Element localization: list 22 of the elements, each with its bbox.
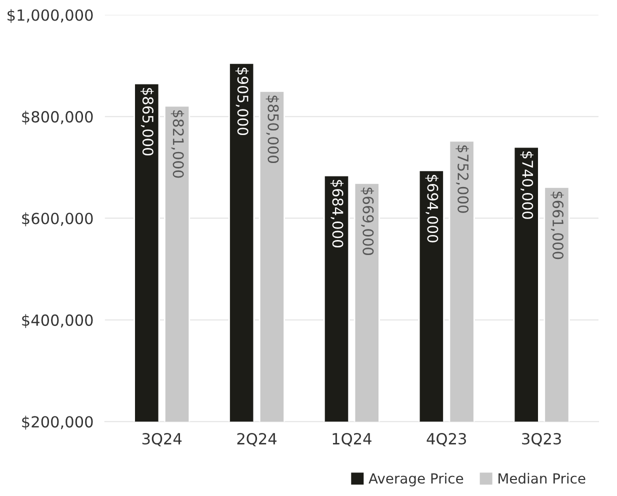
x-tick-label: 2Q24	[237, 432, 276, 446]
data-label: $821,000	[170, 110, 184, 178]
y-tick-label: $200,000	[22, 416, 93, 430]
y-tick-label: $800,000	[22, 110, 93, 125]
x-tick-label: 1Q24	[332, 432, 372, 446]
data-label: $694,000	[425, 174, 438, 242]
legend-label: Median Price	[498, 472, 586, 484]
x-tick-label: 3Q23	[522, 432, 561, 446]
data-label: $752,000	[456, 145, 469, 213]
data-label: $684,000	[330, 180, 344, 248]
data-label: $905,000	[235, 68, 249, 136]
y-tick-label: $400,000	[22, 314, 93, 328]
data-label: $850,000	[266, 96, 280, 164]
y-tick-label: $1,000,000	[8, 9, 93, 23]
data-label: $661,000	[550, 192, 564, 260]
data-label: $669,000	[360, 188, 374, 256]
x-tick-label: 3Q24	[142, 432, 182, 446]
data-label: $865,000	[140, 88, 154, 156]
data-label: $740,000	[520, 152, 534, 219]
y-tick-label: $600,000	[22, 212, 93, 226]
x-tick-label: 4Q23	[426, 432, 466, 446]
legend-label: Average Price	[368, 472, 464, 486]
